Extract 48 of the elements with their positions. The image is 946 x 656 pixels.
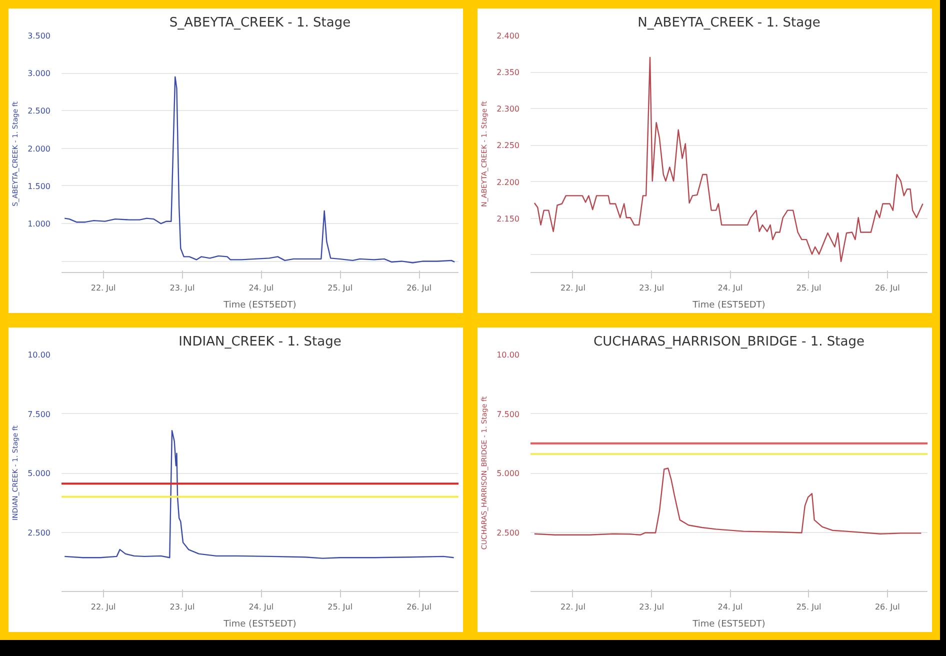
x-tick-label: 25. Jul xyxy=(328,284,353,292)
x-axis-title: Time (EST5EDT) xyxy=(692,300,766,310)
y-tick-label: 2.500 xyxy=(28,106,51,116)
x-tick-label: 23. Jul xyxy=(170,284,195,292)
x-tick-label: 24. Jul xyxy=(248,284,274,292)
x-tick-label: 24. Jul xyxy=(718,602,743,612)
x-tick-label: 26. Jul xyxy=(406,284,432,292)
x-tick-label: 22. Jul xyxy=(560,284,586,292)
y-tick-label: 2.500 xyxy=(28,528,51,538)
x-tick-label: 24. Jul xyxy=(248,602,274,612)
chart-title: S_ABEYTA_CREEK - 1. Stage xyxy=(169,16,351,30)
chart-title: INDIAN_CREEK - 1. Stage xyxy=(178,334,342,350)
y-tick-label: 10.00 xyxy=(28,350,51,360)
y-tick-label: 3.000 xyxy=(28,69,51,78)
x-tick-label: 24. Jul xyxy=(718,284,743,292)
y-tick-label: 7.500 xyxy=(28,410,51,419)
x-tick-label: 25. Jul xyxy=(796,284,822,292)
x-tick-label: 22. Jul xyxy=(90,284,116,292)
y-tick-label: 2.400 xyxy=(496,32,520,40)
y-tick-label: 2.200 xyxy=(496,178,520,187)
x-tick-label: 22. Jul xyxy=(90,602,116,612)
x-tick-label: 26. Jul xyxy=(874,602,900,612)
x-axis-title: Time (EST5EDT) xyxy=(222,300,296,310)
x-axis-title: Time (EST5EDT) xyxy=(222,620,296,630)
chart-title: CUCHARAS_HARRISON_BRIDGE - 1. Stage xyxy=(594,334,864,350)
y-tick-label: 1.500 xyxy=(28,182,51,191)
x-axis-title: Time (EST5EDT) xyxy=(692,620,766,630)
y-tick-label: 5.000 xyxy=(28,469,51,478)
x-tick-label: 25. Jul xyxy=(796,602,822,612)
y-tick-label: 7.500 xyxy=(496,410,520,419)
x-tick-label: 25. Jul xyxy=(328,602,353,612)
y-tick-label: 10.00 xyxy=(496,350,520,360)
x-tick-label: 23. Jul xyxy=(639,284,664,292)
x-tick-label: 22. Jul xyxy=(560,602,586,612)
y-tick-label: 2.150 xyxy=(496,214,520,224)
chart-title: N_ABEYTA_CREEK - 1. Stage xyxy=(638,16,820,30)
y-tick-label: 1.000 xyxy=(28,220,51,229)
y-tick-label: 2.500 xyxy=(496,528,520,538)
y-tick-label: 5.000 xyxy=(496,469,520,478)
y-tick-label: 3.500 xyxy=(28,32,51,40)
y-tick-label: 2.300 xyxy=(496,104,520,114)
x-tick-label: 23. Jul xyxy=(639,602,664,612)
x-tick-label: 26. Jul xyxy=(874,284,900,292)
x-tick-label: 23. Jul xyxy=(170,602,195,612)
y-tick-label: 2.250 xyxy=(496,141,520,150)
y-tick-label: 2.000 xyxy=(28,144,51,154)
y-tick-label: 2.350 xyxy=(496,68,520,78)
x-tick-label: 26. Jul xyxy=(406,602,432,612)
